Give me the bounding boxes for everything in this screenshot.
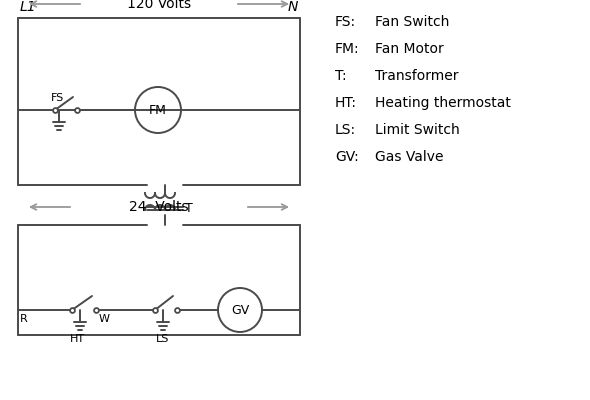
Text: FM:: FM: [335,42,360,56]
Text: HT:: HT: [335,96,357,110]
Text: FS:: FS: [335,15,356,29]
Text: GV: GV [231,304,249,316]
Text: L1: L1 [20,0,37,14]
Text: Fan Motor: Fan Motor [375,42,444,56]
Text: FS: FS [50,93,64,103]
Text: LS:: LS: [335,123,356,137]
Text: 24  Volts: 24 Volts [129,200,189,214]
Text: T:: T: [335,69,347,83]
Text: HT: HT [70,334,84,344]
Text: W: W [99,314,110,324]
Text: Transformer: Transformer [375,69,458,83]
Text: FM: FM [149,104,167,116]
Text: N: N [288,0,298,14]
Text: R: R [20,314,28,324]
Text: Heating thermostat: Heating thermostat [375,96,511,110]
Text: T: T [185,202,193,214]
Text: 120 Volts: 120 Volts [127,0,191,11]
Text: Gas Valve: Gas Valve [375,150,444,164]
Text: Fan Switch: Fan Switch [375,15,450,29]
Text: GV:: GV: [335,150,359,164]
Text: Limit Switch: Limit Switch [375,123,460,137]
Text: LS: LS [156,334,170,344]
